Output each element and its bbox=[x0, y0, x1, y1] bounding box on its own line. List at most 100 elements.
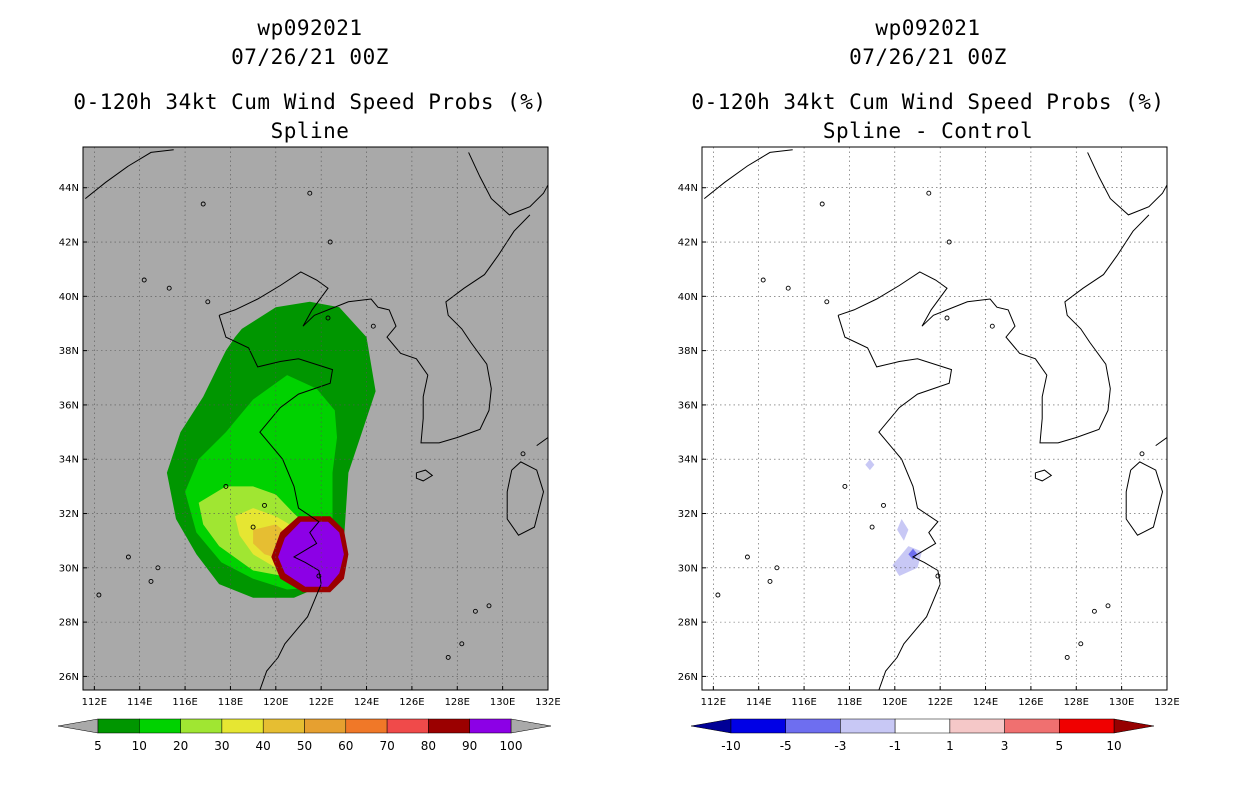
island bbox=[200, 201, 206, 207]
island bbox=[760, 277, 766, 283]
x-tick-label: 128E bbox=[445, 697, 470, 708]
island bbox=[1064, 654, 1070, 660]
x-tick-label: 130E bbox=[490, 697, 515, 708]
colorbar-label: 80 bbox=[421, 739, 436, 753]
island bbox=[250, 524, 256, 530]
colorbar-swatch bbox=[345, 718, 388, 734]
chart-title: 0-120h 34kt Cum Wind Speed Probs (%) bbox=[691, 90, 1165, 114]
probability-map-panel: 112E 114E 116E 118E 120E 122E 124E 126E 128E 130E… bbox=[57, 146, 561, 753]
island bbox=[715, 592, 721, 598]
y-tick-label: 26N bbox=[678, 672, 698, 683]
x-tick-label: 132E bbox=[1154, 697, 1179, 708]
colorbar-swatch bbox=[469, 718, 512, 734]
x-tick-label: 122E bbox=[308, 697, 333, 708]
difference-contours bbox=[865, 459, 922, 576]
colorbar-label: 10 bbox=[1106, 739, 1121, 753]
y-tick-label: 40N bbox=[59, 292, 79, 303]
island bbox=[946, 239, 952, 245]
colorbar-label: -3 bbox=[834, 739, 846, 753]
coastline bbox=[1125, 461, 1164, 536]
island bbox=[459, 641, 465, 647]
x-tick-label: 124E bbox=[973, 697, 998, 708]
coastline bbox=[536, 437, 548, 447]
island bbox=[223, 483, 229, 489]
island bbox=[944, 315, 950, 321]
map-frame bbox=[701, 146, 1168, 691]
x-tick-label: 112E bbox=[701, 697, 726, 708]
colorbar-swatch bbox=[1004, 718, 1060, 734]
island bbox=[205, 299, 211, 305]
chart-subtitle: Spline bbox=[270, 119, 350, 143]
x-tick-label: 130E bbox=[1109, 697, 1134, 708]
island bbox=[1078, 641, 1084, 647]
x-tick-label: 122E bbox=[927, 697, 952, 708]
right-panel-titles: wp092021 07/26/21 00Z 0-120h 34kt Cum Wi… bbox=[648, 14, 1208, 146]
colorbar-overflow-arrow bbox=[510, 718, 552, 734]
chart-subtitle: Spline - Control bbox=[822, 119, 1034, 143]
y-tick-label: 42N bbox=[59, 238, 79, 249]
colorbar-swatch bbox=[428, 718, 470, 734]
chart-title: 0-120h 34kt Cum Wind Speed Probs (%) bbox=[73, 90, 547, 114]
x-tick-label: 126E bbox=[399, 697, 424, 708]
colorbar-swatch bbox=[840, 718, 896, 734]
colorbar-label: 20 bbox=[173, 739, 188, 753]
colorbar-label: 70 bbox=[379, 739, 394, 753]
island bbox=[785, 285, 791, 291]
left-panel-titles: wp092021 07/26/21 00Z 0-120h 34kt Cum Wi… bbox=[30, 14, 590, 146]
y-tick-label: 32N bbox=[678, 509, 698, 520]
island bbox=[842, 483, 848, 489]
coastlines bbox=[84, 149, 548, 690]
colorbar-swatch bbox=[221, 718, 264, 734]
colorbar-label: -5 bbox=[780, 739, 792, 753]
x-tick-label: 114E bbox=[127, 697, 152, 708]
x-tick-label: 120E bbox=[263, 697, 288, 708]
y-tick-label: 32N bbox=[59, 509, 79, 520]
island bbox=[445, 654, 451, 660]
island bbox=[148, 578, 154, 584]
map-background bbox=[702, 147, 1167, 690]
island bbox=[1091, 608, 1097, 614]
grid-lines bbox=[83, 147, 548, 690]
x-tick-label: 118E bbox=[218, 697, 243, 708]
axis-ticks: 112E 114E 116E 118E 120E 122E 124E 126E 128E 130E… bbox=[59, 183, 561, 708]
x-tick-label: 116E bbox=[172, 697, 197, 708]
colorbar-label: 1 bbox=[946, 739, 954, 753]
island bbox=[327, 239, 333, 245]
colorbar-label: 10 bbox=[132, 739, 147, 753]
colorbar-swatch bbox=[304, 718, 347, 734]
contour-region bbox=[865, 459, 875, 471]
colorbar-swatch bbox=[139, 718, 181, 734]
colorbar-underflow-arrow bbox=[57, 718, 99, 734]
y-tick-label: 26N bbox=[59, 672, 79, 683]
island bbox=[96, 592, 102, 598]
colorbar-swatch bbox=[386, 718, 429, 734]
island bbox=[824, 299, 830, 305]
y-tick-label: 42N bbox=[678, 238, 698, 249]
grid-lines bbox=[702, 147, 1167, 690]
coastline bbox=[218, 214, 531, 444]
init-time: 07/26/21 00Z bbox=[231, 45, 389, 69]
colorbar-label: 40 bbox=[256, 739, 271, 753]
y-tick-label: 30N bbox=[59, 563, 79, 574]
coastline bbox=[1087, 152, 1167, 216]
x-tick-label: 124E bbox=[354, 697, 379, 708]
island bbox=[125, 554, 131, 560]
colorbar-label: 100 bbox=[500, 739, 523, 753]
coastline bbox=[218, 315, 334, 690]
island bbox=[520, 451, 526, 457]
colorbar-label: 3 bbox=[1001, 739, 1009, 753]
island bbox=[486, 603, 492, 609]
y-tick-label: 38N bbox=[59, 346, 79, 357]
island bbox=[881, 502, 886, 508]
coastline bbox=[468, 152, 548, 216]
colorbar-label: 5 bbox=[94, 739, 102, 753]
y-tick-label: 36N bbox=[678, 400, 698, 411]
island bbox=[926, 190, 932, 196]
colorbar-label: -10 bbox=[721, 739, 741, 753]
coastline bbox=[837, 315, 953, 690]
coastline bbox=[703, 149, 793, 199]
coastline bbox=[506, 461, 545, 536]
x-tick-label: 112E bbox=[82, 697, 107, 708]
y-tick-label: 34N bbox=[678, 455, 698, 466]
island bbox=[472, 608, 478, 614]
